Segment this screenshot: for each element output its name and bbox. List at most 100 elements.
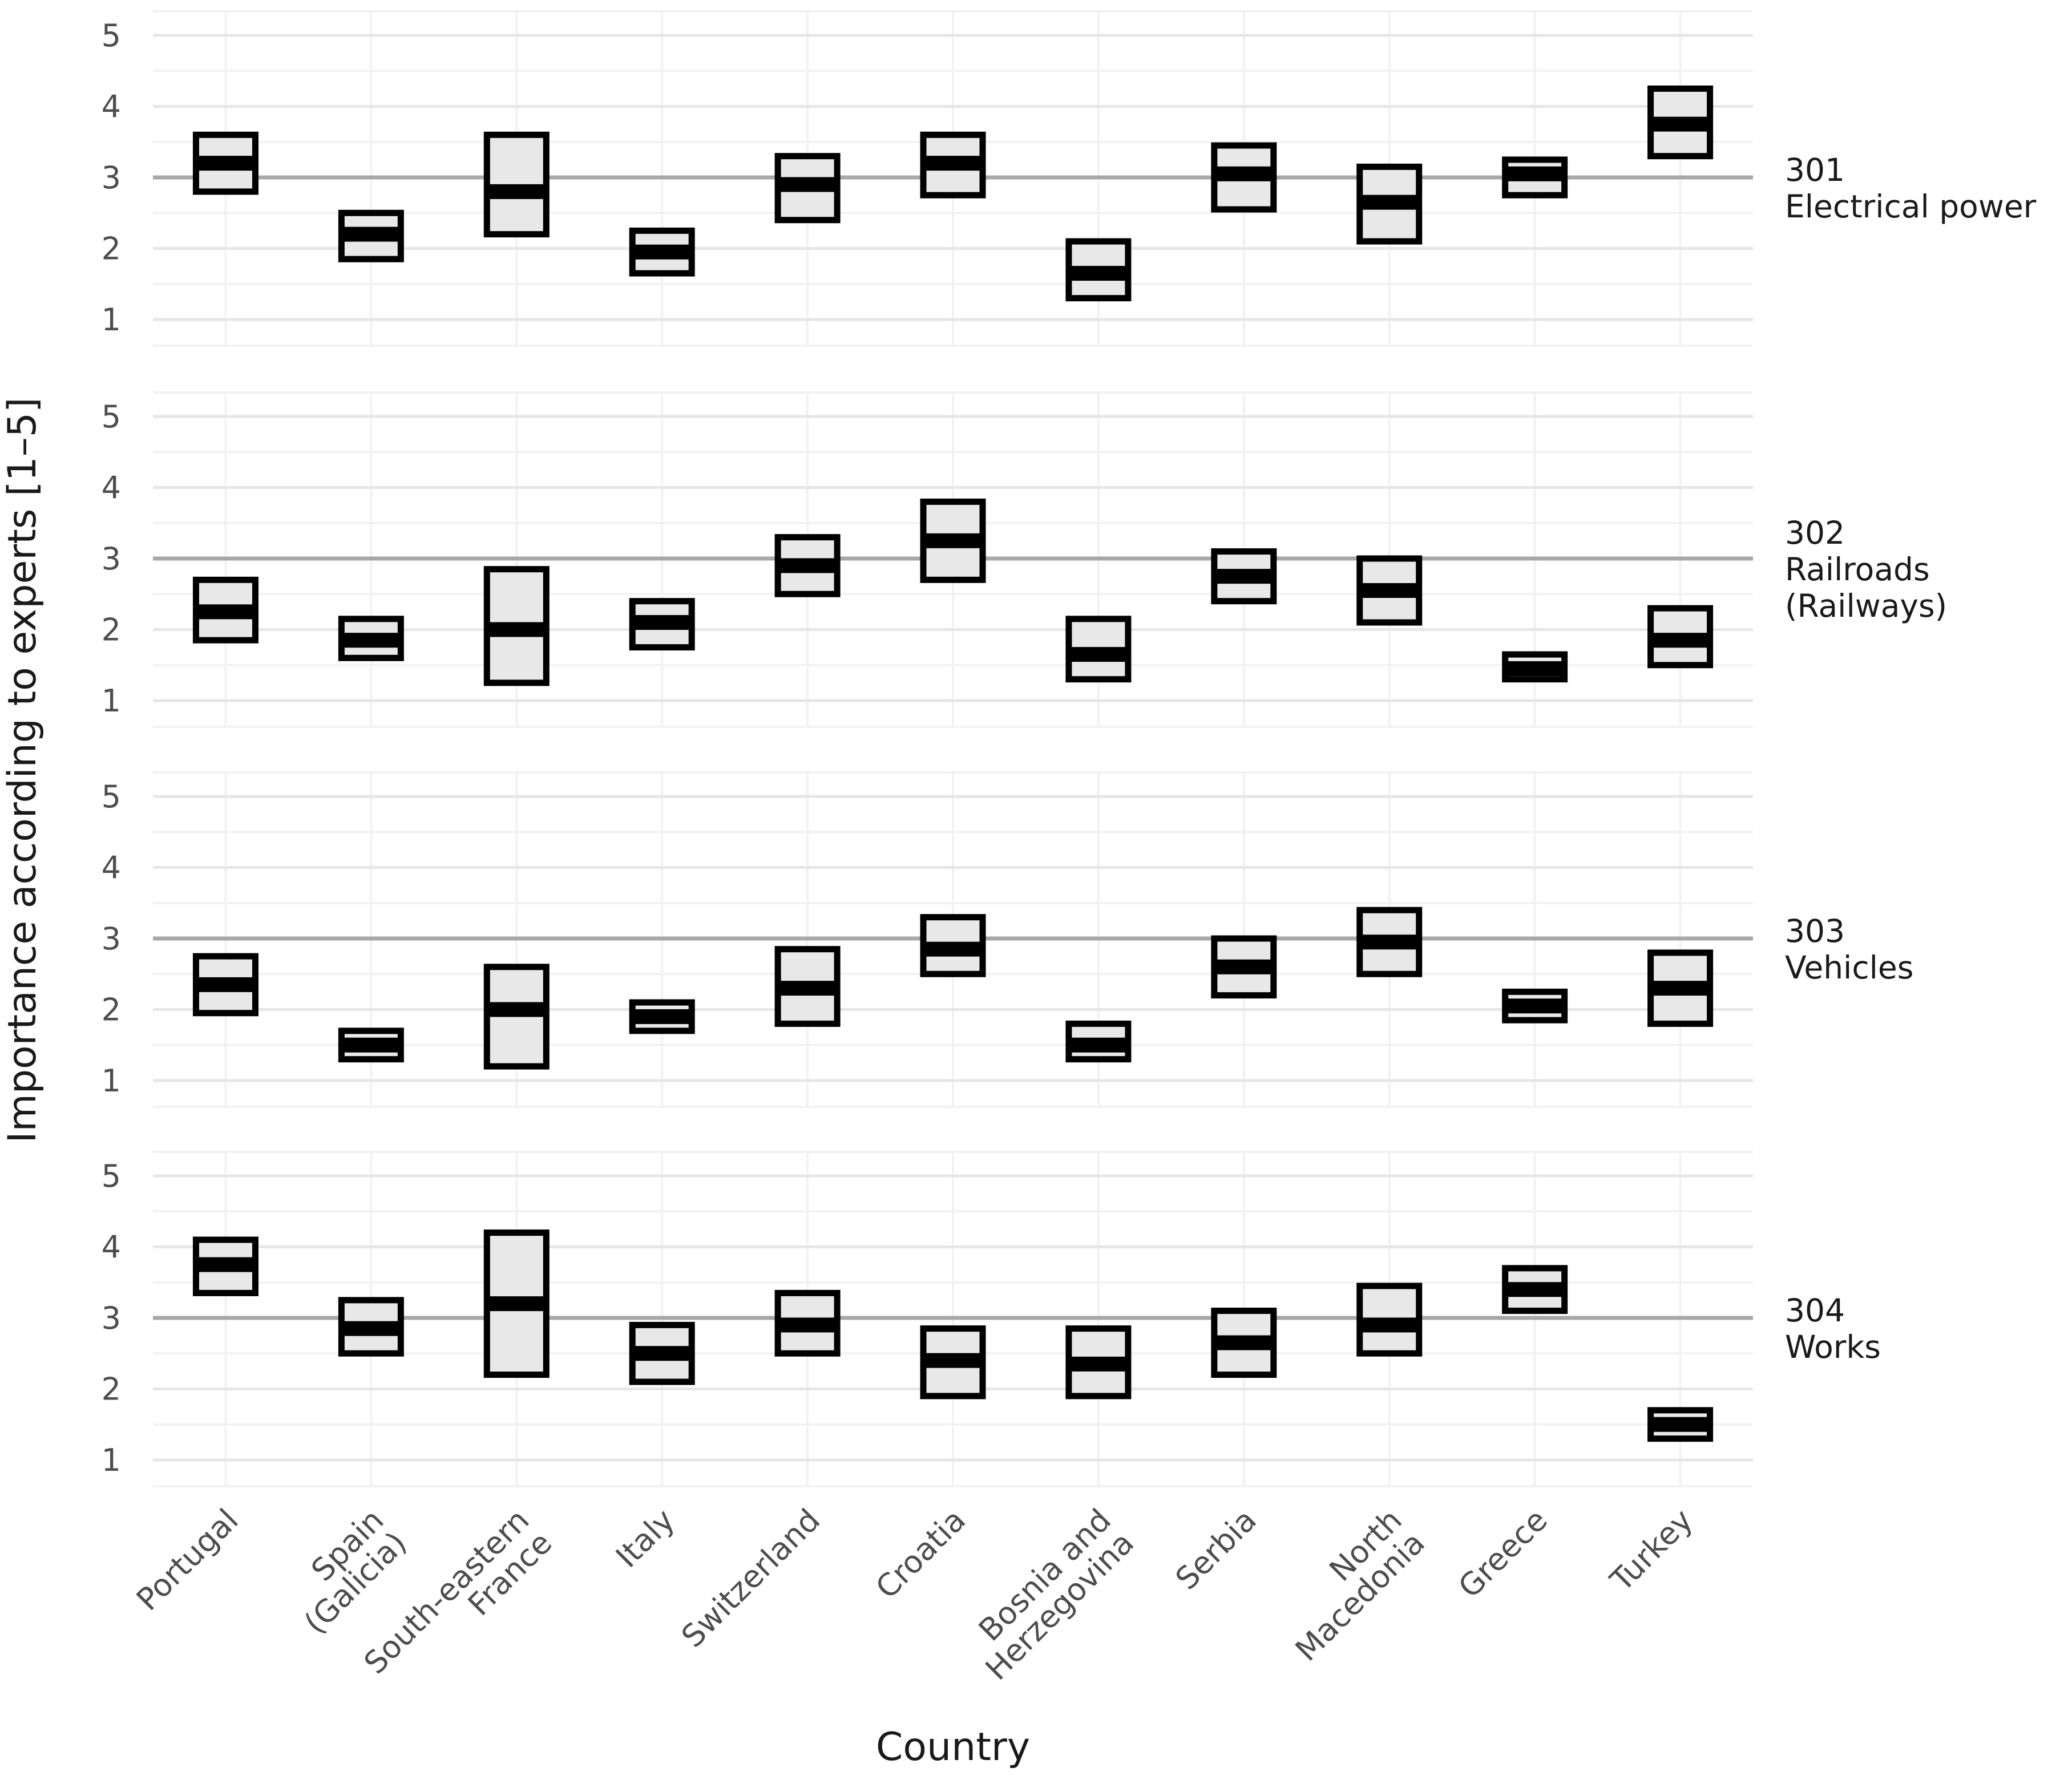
- crossbar-portugal: [192, 953, 259, 1017]
- crossbar-south-eastern-france: [483, 1229, 550, 1378]
- y-tick-label: 3: [102, 1300, 121, 1336]
- panels-group: 5 4 3 2 1 5 4 3 2 1 5 4 3 2 1 5 4 3 2 1: [102, 10, 1753, 1487]
- facet-label-304: Works: [1785, 1329, 1881, 1365]
- box-median: [487, 1002, 547, 1017]
- crossbar-turkey: [1647, 85, 1714, 160]
- box-median: [341, 633, 401, 648]
- crossbar-portugal: [192, 1236, 259, 1296]
- crossbar-bosnia-and-herzegovina: [1065, 1020, 1132, 1063]
- box-median: [923, 1353, 983, 1368]
- crossbar-north-macedonia: [1356, 907, 1423, 977]
- crossbar-north-macedonia: [1356, 555, 1423, 626]
- box-median: [1505, 1282, 1565, 1297]
- crossbar-greece: [1502, 651, 1568, 683]
- crossbar-portugal: [192, 131, 259, 195]
- crossbar-south-eastern-france: [483, 566, 550, 686]
- y-tick-label: 5: [102, 18, 121, 54]
- y-tick-label: 5: [102, 399, 121, 435]
- box-median: [196, 977, 256, 992]
- box-median: [1359, 195, 1419, 210]
- y-tick-label: 3: [102, 160, 121, 196]
- y-tick-label: 1: [102, 1442, 121, 1478]
- crossbar-greece: [1502, 988, 1568, 1024]
- crossbar-south-eastern-france: [483, 964, 550, 1070]
- crossbar-italy: [629, 1321, 695, 1385]
- crossbar-north-macedonia: [1356, 1283, 1423, 1357]
- x-tick-label: Italy: [609, 1502, 681, 1575]
- box-median: [923, 156, 983, 171]
- x-tick-label: Switzerland: [674, 1502, 827, 1655]
- box-median: [1505, 998, 1565, 1014]
- box-median: [1650, 981, 1710, 996]
- panel-303: 5 4 3 2 1: [102, 771, 1753, 1108]
- box-median: [341, 226, 401, 242]
- box-median: [341, 1037, 401, 1053]
- panel-301: 5 4 3 2 1: [102, 10, 1753, 347]
- box-median: [341, 1321, 401, 1336]
- box-median: [487, 1296, 547, 1312]
- crossbar-spain-galicia-: [338, 1028, 404, 1063]
- crossbar-italy: [629, 598, 695, 651]
- box-median: [1068, 647, 1128, 662]
- crossbar-portugal: [192, 576, 259, 644]
- box-median: [1505, 661, 1565, 676]
- box-median: [923, 533, 983, 548]
- box-median: [1068, 266, 1128, 281]
- crossbar-serbia: [1211, 142, 1277, 213]
- y-tick-label: 4: [102, 89, 121, 125]
- crossbar-bosnia-and-herzegovina: [1065, 616, 1132, 683]
- box-median: [778, 981, 838, 996]
- crossbar-italy: [629, 999, 695, 1034]
- box-median: [1068, 1356, 1128, 1372]
- box-median: [923, 941, 983, 957]
- box-median: [1214, 166, 1274, 181]
- facet-label-304: 304: [1785, 1292, 1845, 1329]
- crossbar-bosnia-and-herzegovina: [1065, 1325, 1132, 1399]
- facet-label-301: 301: [1785, 152, 1845, 188]
- crossbar-greece: [1502, 156, 1568, 199]
- facet-label-302: (Railways): [1785, 588, 1947, 624]
- y-tick-label: 4: [102, 1229, 121, 1265]
- box-median: [1214, 569, 1274, 584]
- box-median: [778, 558, 838, 573]
- y-tick-label: 3: [102, 541, 121, 577]
- facet-label-302: 302: [1785, 515, 1845, 551]
- box-median: [632, 1009, 692, 1024]
- box-median: [1214, 1335, 1274, 1350]
- box-median: [1214, 959, 1274, 974]
- y-tick-label: 4: [102, 470, 121, 506]
- panel-304: 5 4 3 2 1: [102, 1151, 1753, 1487]
- crossbar-switzerland: [774, 946, 841, 1027]
- crossbar-spain-galicia-: [338, 1297, 404, 1357]
- crossbar-north-macedonia: [1356, 163, 1423, 245]
- crossbar-switzerland: [774, 153, 841, 224]
- crossbar-serbia: [1211, 548, 1277, 605]
- box-median: [632, 1346, 692, 1361]
- y-tick-label: 2: [102, 1372, 121, 1407]
- y-tick-label: 1: [102, 683, 121, 719]
- box-median: [1359, 1317, 1419, 1333]
- box-median: [487, 184, 547, 199]
- box-median: [1650, 116, 1710, 132]
- facet-label-303: 303: [1785, 913, 1845, 949]
- crossbar-south-eastern-france: [483, 131, 550, 238]
- y-tick-label: 2: [102, 231, 121, 267]
- panel-302: 5 4 3 2 1: [102, 391, 1753, 728]
- x-axis-labels-group: Portugal Spain(Galicia)South-easternFranc…: [130, 1502, 1700, 1687]
- box-median: [487, 622, 547, 637]
- crossbar-serbia: [1211, 935, 1277, 999]
- crossbar-switzerland: [774, 534, 841, 597]
- crossbar-turkey: [1647, 1407, 1714, 1442]
- crossbar-serbia: [1211, 1308, 1277, 1378]
- y-tick-label: 3: [102, 921, 121, 957]
- crossbar-turkey: [1647, 605, 1714, 669]
- box-median: [1359, 583, 1419, 598]
- crossbar-croatia: [920, 1325, 986, 1399]
- x-tick-label: Serbia: [1169, 1502, 1263, 1597]
- box-median: [1068, 1037, 1128, 1053]
- y-tick-label: 2: [102, 992, 121, 1028]
- box-median: [1505, 166, 1565, 181]
- x-tick-label: Greece: [1451, 1502, 1554, 1605]
